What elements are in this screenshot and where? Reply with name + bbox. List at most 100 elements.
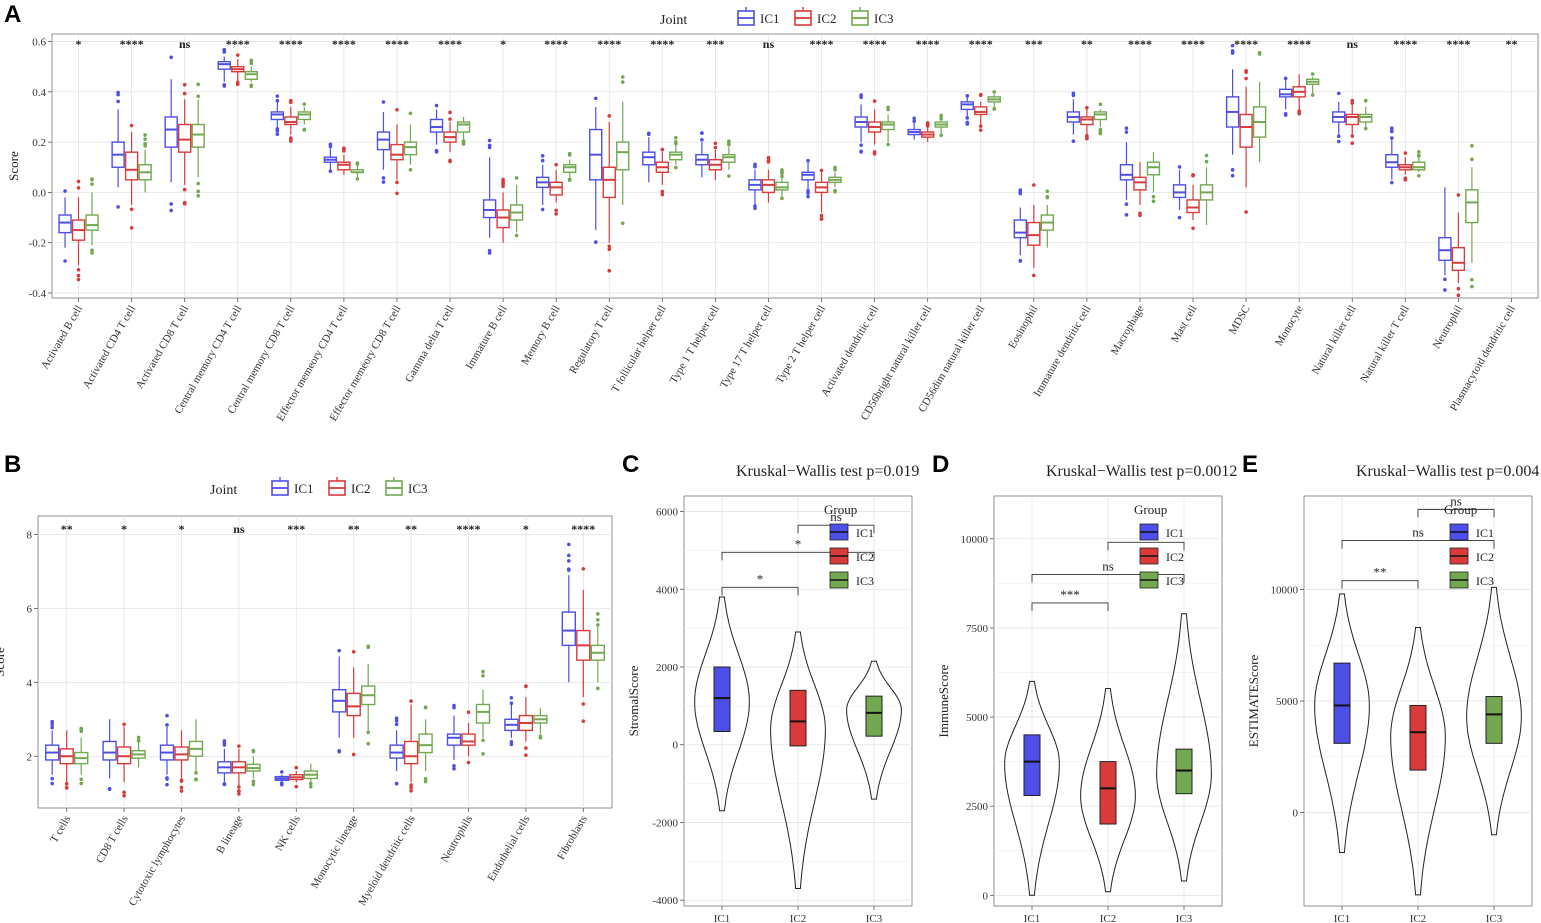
outlier-point xyxy=(1350,98,1355,103)
outlier-point xyxy=(196,94,200,99)
box-ic3-t-follicular-helper-cell xyxy=(669,151,683,161)
legend-label-ic1: IC1 xyxy=(856,526,874,540)
outlier-point xyxy=(395,107,399,112)
outlier-point xyxy=(1191,226,1195,231)
outlier-point xyxy=(309,781,313,786)
outlier-point xyxy=(50,719,54,724)
outlier-point xyxy=(461,142,466,146)
legend-title: Joint xyxy=(210,483,237,498)
outlier-point xyxy=(780,196,784,201)
outlier-point xyxy=(1071,139,1076,144)
outlier-point xyxy=(713,141,718,146)
outlier-point xyxy=(727,140,731,145)
significance-label: **** xyxy=(544,37,568,51)
box-ic2-activated-cd4-t-cell xyxy=(124,151,139,181)
y-tick-label: 0 xyxy=(673,740,679,752)
box-ic2-monocytic-lineage xyxy=(346,692,361,717)
box-ic1-fibroblasts xyxy=(561,611,576,647)
outlier-point xyxy=(554,212,558,216)
outlier-point xyxy=(1350,101,1355,105)
outlier-point xyxy=(1032,273,1036,278)
outlier-point xyxy=(1417,153,1421,158)
outlier-point xyxy=(1336,139,1341,144)
significance-label: * xyxy=(500,37,506,51)
outlier-point xyxy=(886,142,890,147)
y-tick-label: 8 xyxy=(27,529,33,541)
outlier-point xyxy=(294,765,299,770)
outlier-point xyxy=(169,55,173,60)
outlier-point xyxy=(1230,43,1235,48)
outlier-point xyxy=(366,741,371,746)
violin-ic3 xyxy=(1466,586,1522,836)
x-tick-label-ic1: IC1 xyxy=(1024,913,1041,923)
outlier-point xyxy=(182,187,187,192)
outlier-point xyxy=(1403,151,1408,155)
significance-label: ns xyxy=(179,37,191,51)
outlier-point xyxy=(251,782,256,787)
outlier-point xyxy=(753,204,757,208)
outlier-point xyxy=(1456,193,1461,197)
outlier-point xyxy=(1310,72,1315,76)
comparison-label: * xyxy=(795,536,802,551)
outlier-point xyxy=(1350,134,1355,138)
outlier-point xyxy=(1363,126,1368,131)
outlier-point xyxy=(196,82,200,87)
outlier-point xyxy=(136,735,141,740)
outlier-point xyxy=(280,770,284,774)
y-axis-label: StromalScore xyxy=(626,665,641,736)
outlier-point xyxy=(182,91,187,96)
outlier-point xyxy=(1085,105,1089,110)
outlier-point xyxy=(806,188,810,193)
outlier-point xyxy=(196,189,200,194)
y-tick-label: 5000 xyxy=(1276,696,1299,708)
comparison-label: ** xyxy=(1374,565,1387,580)
box-ic3-activated-b-cell xyxy=(85,214,99,231)
outlier-point xyxy=(1417,150,1421,154)
outlier-point xyxy=(381,100,386,104)
significance-label: **** xyxy=(385,37,409,51)
outlier-point xyxy=(381,180,386,184)
outlier-point xyxy=(660,147,665,152)
outlier-point xyxy=(63,189,67,193)
y-tick-label: 2000 xyxy=(656,662,679,674)
outlier-point xyxy=(514,176,519,180)
inner-box-ic1 xyxy=(1333,662,1351,744)
y-tick-label: 6000 xyxy=(656,507,679,519)
x-tick-label-myeloid-dendritic-cells: Myeloid dendritic cells xyxy=(356,814,417,908)
outlier-point xyxy=(294,784,299,789)
y-tick-label: 0.4 xyxy=(32,87,46,99)
outlier-point xyxy=(939,133,943,138)
outlier-point xyxy=(1098,127,1103,132)
inner-box-ic2 xyxy=(789,689,807,747)
outlier-point xyxy=(434,150,439,154)
outlier-point xyxy=(1230,168,1235,172)
box-ic3-neutrophils xyxy=(475,703,491,724)
outlier-point xyxy=(1018,258,1023,263)
outlier-point xyxy=(395,191,399,196)
outlier-point xyxy=(1456,286,1461,291)
outlier-point xyxy=(660,189,665,194)
outlier-point xyxy=(249,59,254,63)
outlier-point xyxy=(76,185,81,190)
outlier-point xyxy=(596,618,600,622)
legend-label-ic2: IC2 xyxy=(351,481,371,496)
outlier-point xyxy=(351,649,356,654)
box-ic3-central-memory-cd4-t-cell xyxy=(244,71,258,80)
significance-label: * xyxy=(179,522,185,536)
outlier-point xyxy=(524,746,528,750)
outlier-point xyxy=(328,144,333,149)
significance-label: **** xyxy=(438,37,462,51)
box-ic2-effector-memeory-cd4-t-cell xyxy=(337,161,351,171)
box-ic1-cd8-t-cells xyxy=(102,740,117,761)
comparison-bracket xyxy=(1417,508,1495,518)
significance-label: *** xyxy=(1025,37,1043,51)
outlier-point xyxy=(196,193,200,198)
outlier-point xyxy=(1191,173,1195,178)
significance-label: **** xyxy=(1128,37,1152,51)
x-tick-label-endothelial-cells: Endothelial cells xyxy=(485,814,532,884)
outlier-point xyxy=(1151,194,1156,199)
box-ic3-natural-killer-cell xyxy=(1359,113,1373,123)
significance-label: * xyxy=(523,522,529,536)
